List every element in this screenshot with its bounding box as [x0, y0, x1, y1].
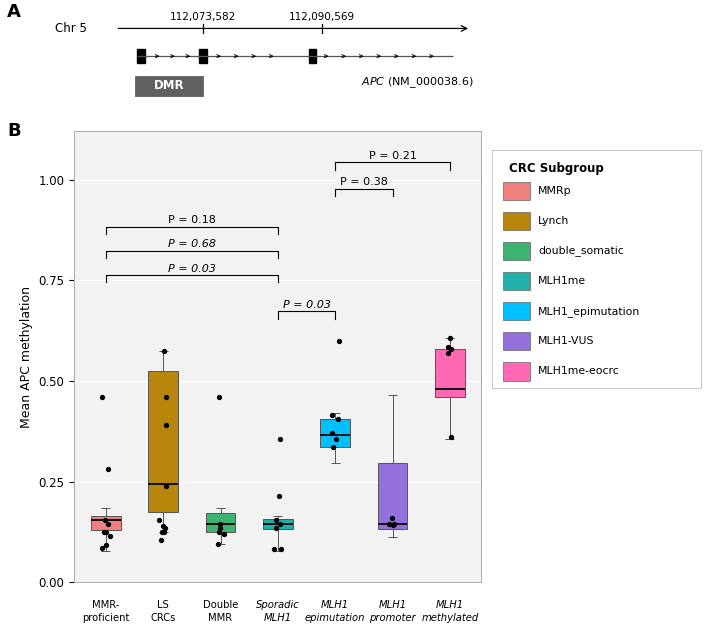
Bar: [503, 242, 530, 260]
Text: A: A: [7, 3, 21, 21]
Bar: [503, 212, 530, 230]
Text: $\mathit{APC}$ (NM_000038.6): $\mathit{APC}$ (NM_000038.6): [361, 76, 474, 90]
Bar: [503, 362, 530, 381]
Y-axis label: Mean APC methylation: Mean APC methylation: [20, 286, 33, 428]
Text: Lynch: Lynch: [538, 216, 569, 226]
Text: MLH1-VUS: MLH1-VUS: [538, 336, 595, 346]
Text: Chr 5: Chr 5: [55, 22, 87, 35]
Bar: [91, 516, 121, 530]
Text: MLH1_epimutation: MLH1_epimutation: [538, 305, 640, 317]
Text: MLH1
promoter
VUS: MLH1 promoter VUS: [370, 600, 416, 626]
Text: P = 0.03: P = 0.03: [168, 264, 216, 274]
Text: MLH1me: MLH1me: [538, 276, 586, 286]
Bar: [503, 302, 530, 321]
FancyBboxPatch shape: [135, 76, 203, 96]
Text: P = 0.68: P = 0.68: [168, 239, 216, 249]
Bar: [137, 49, 145, 63]
Bar: [199, 49, 207, 63]
Text: MLH1
epimutation
CRCs
(Primary &
Secondary): MLH1 epimutation CRCs (Primary & Seconda…: [305, 600, 365, 626]
Bar: [205, 513, 236, 532]
Text: Sporadic
MLH1
methylated: Sporadic MLH1 methylated: [249, 600, 307, 626]
Text: 112,073,582: 112,073,582: [170, 12, 236, 22]
Bar: [263, 520, 293, 529]
Text: P = 0.38: P = 0.38: [340, 177, 388, 187]
Text: P = 0.21: P = 0.21: [369, 151, 416, 161]
Bar: [148, 371, 178, 512]
Text: 112,090,569: 112,090,569: [289, 12, 355, 22]
Bar: [435, 349, 465, 397]
Text: CRC Subgroup: CRC Subgroup: [509, 162, 603, 175]
Text: Double
MMR
somatic: Double MMR somatic: [201, 600, 240, 626]
Text: MMRp: MMRp: [538, 186, 571, 196]
Text: MLH1me-eocrc: MLH1me-eocrc: [538, 366, 620, 376]
Text: double_somatic: double_somatic: [538, 245, 624, 257]
Bar: [309, 49, 316, 63]
Text: P = 0.03: P = 0.03: [282, 300, 331, 310]
Text: P = 0.18: P = 0.18: [168, 215, 216, 225]
Bar: [503, 332, 530, 351]
Bar: [320, 419, 350, 448]
Text: MMR-
proficient
CRCs: MMR- proficient CRCs: [82, 600, 130, 626]
Text: B: B: [7, 122, 21, 140]
Text: DMR: DMR: [154, 80, 185, 93]
Text: MLH1
methylated
EOCRCs: MLH1 methylated EOCRCs: [421, 600, 479, 626]
Bar: [503, 182, 530, 200]
Bar: [503, 272, 530, 290]
Bar: [377, 463, 408, 529]
Text: LS
CRCs: LS CRCs: [151, 600, 176, 623]
